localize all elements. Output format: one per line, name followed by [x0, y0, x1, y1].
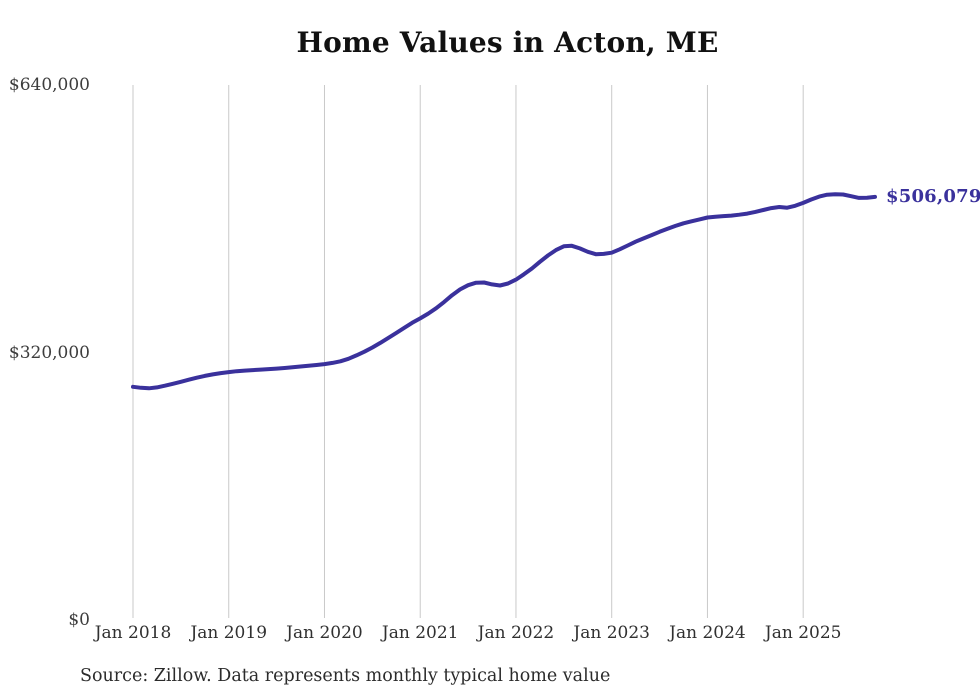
x-tick-label: Jan 2019 [190, 623, 268, 643]
chart-title: Home Values in Acton, ME [296, 26, 719, 59]
x-tick-label: Jan 2021 [381, 623, 459, 643]
x-tick-label: Jan 2023 [573, 623, 650, 643]
x-tick-label: Jan 2025 [764, 623, 842, 643]
y-tick-label: $0 [68, 610, 90, 630]
value-line [131, 192, 877, 391]
y-tick-label: $640,000 [8, 75, 90, 95]
x-tick-label: Jan 2022 [477, 623, 555, 643]
source-note: Source: Zillow. Data represents monthly … [80, 666, 611, 686]
y-tick-label: $320,000 [8, 342, 90, 363]
x-tick-label: Jan 2020 [286, 623, 363, 643]
latest-value-label: $506,079 [886, 185, 980, 207]
x-tick-label: Jan 2024 [669, 623, 746, 643]
x-tick-label: Jan 2018 [94, 623, 172, 643]
